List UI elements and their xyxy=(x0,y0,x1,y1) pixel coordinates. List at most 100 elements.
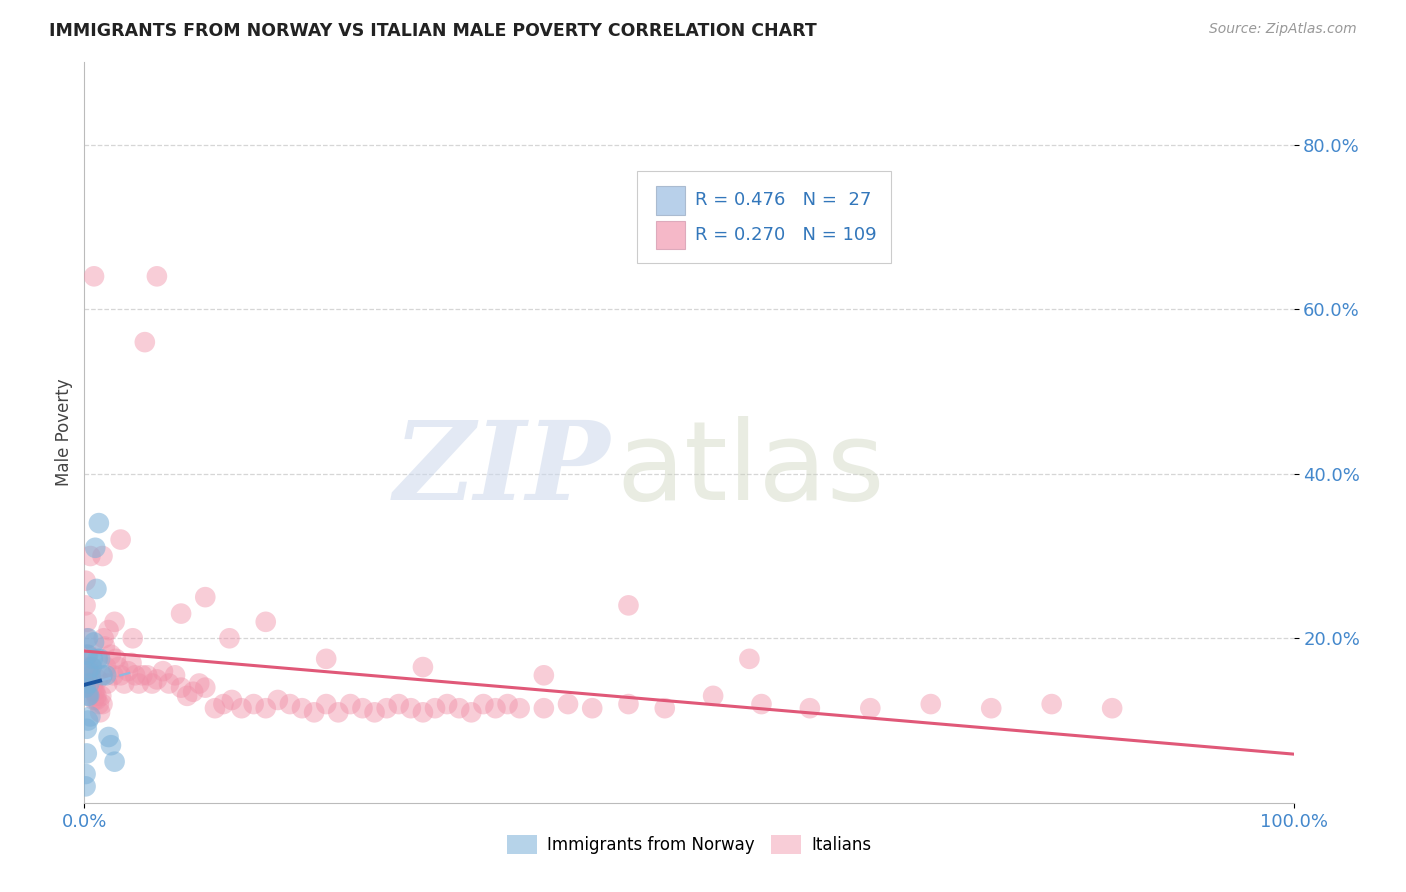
Point xyxy=(97,730,120,744)
Point xyxy=(79,709,101,723)
Point xyxy=(449,701,471,715)
Point xyxy=(388,697,411,711)
Point xyxy=(80,660,103,674)
Point xyxy=(557,697,579,711)
Text: atlas: atlas xyxy=(616,417,884,523)
Point xyxy=(79,549,101,563)
Point xyxy=(315,697,337,711)
Point xyxy=(751,697,773,711)
Point xyxy=(254,701,277,715)
Point xyxy=(254,615,277,629)
Point xyxy=(1040,697,1063,711)
Point xyxy=(146,673,169,687)
Point xyxy=(94,660,117,674)
Y-axis label: Male Poverty: Male Poverty xyxy=(55,379,73,486)
Point xyxy=(436,697,458,711)
Point xyxy=(77,681,100,695)
Point xyxy=(136,668,159,682)
Point xyxy=(110,668,132,682)
Point xyxy=(80,676,103,690)
Point xyxy=(77,664,100,678)
Point xyxy=(352,701,374,715)
Point xyxy=(112,676,135,690)
Point xyxy=(110,533,132,547)
Point xyxy=(77,660,100,674)
Point xyxy=(83,269,105,284)
Text: ZIP: ZIP xyxy=(394,416,610,524)
Point xyxy=(141,676,163,690)
Point xyxy=(152,664,174,678)
Point xyxy=(399,701,422,715)
Point xyxy=(170,607,193,621)
Text: Source: ZipAtlas.com: Source: ZipAtlas.com xyxy=(1209,22,1357,37)
Point xyxy=(212,697,235,711)
Point xyxy=(278,697,301,711)
Point xyxy=(79,668,101,682)
Point xyxy=(75,780,97,794)
Point xyxy=(617,599,640,613)
Point xyxy=(291,701,314,715)
Point xyxy=(97,623,120,637)
Point xyxy=(76,747,98,761)
Point xyxy=(82,681,104,695)
Point xyxy=(124,668,146,682)
Point xyxy=(89,652,111,666)
Point xyxy=(339,697,361,711)
Point xyxy=(165,668,187,682)
Point xyxy=(86,693,108,707)
Point xyxy=(460,706,482,720)
Point xyxy=(533,668,555,682)
Text: R = 0.270   N = 109: R = 0.270 N = 109 xyxy=(695,226,876,244)
Point xyxy=(100,648,122,662)
Point xyxy=(412,660,434,674)
Point xyxy=(94,640,117,654)
Point xyxy=(77,648,100,662)
Point xyxy=(328,706,350,720)
Point xyxy=(84,541,107,555)
Point xyxy=(617,697,640,711)
Point xyxy=(86,673,108,687)
Point xyxy=(176,689,198,703)
Point xyxy=(79,673,101,687)
Point xyxy=(82,676,104,690)
Text: IMMIGRANTS FROM NORWAY VS ITALIAN MALE POVERTY CORRELATION CHART: IMMIGRANTS FROM NORWAY VS ITALIAN MALE P… xyxy=(49,22,817,40)
Point xyxy=(315,652,337,666)
Point xyxy=(859,701,882,715)
Point xyxy=(87,697,110,711)
Point xyxy=(1101,701,1123,715)
Point xyxy=(194,681,217,695)
Point xyxy=(103,668,125,682)
Point xyxy=(533,701,555,715)
Point xyxy=(86,582,108,596)
Point xyxy=(131,668,153,682)
Point xyxy=(77,689,100,703)
Point xyxy=(484,701,506,715)
Point xyxy=(146,269,169,284)
Point xyxy=(104,755,127,769)
Point xyxy=(980,701,1002,715)
Point xyxy=(79,668,101,682)
Point xyxy=(181,685,204,699)
Point xyxy=(423,701,446,715)
Point xyxy=(581,701,603,715)
Point xyxy=(76,648,98,662)
Point xyxy=(738,652,761,666)
Point xyxy=(75,681,97,695)
Point xyxy=(134,335,156,350)
Point xyxy=(170,681,193,695)
Point xyxy=(267,693,290,707)
Point xyxy=(375,701,398,715)
Point xyxy=(77,648,100,662)
Point xyxy=(82,652,104,666)
Point xyxy=(188,676,211,690)
Point xyxy=(94,668,117,682)
Point xyxy=(93,632,115,646)
Point xyxy=(76,632,98,646)
Point xyxy=(84,685,107,699)
Point xyxy=(100,738,122,752)
Point xyxy=(77,664,100,678)
Point xyxy=(221,693,243,707)
Point xyxy=(654,701,676,715)
Point xyxy=(128,676,150,690)
Point xyxy=(91,549,114,563)
